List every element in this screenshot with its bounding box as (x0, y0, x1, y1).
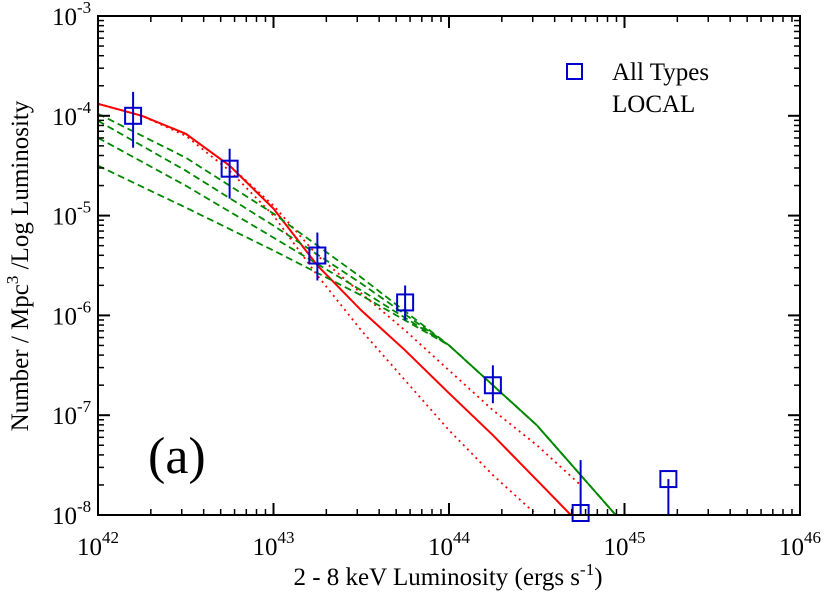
y-tick-label-exp: -4 (77, 98, 92, 117)
points-layer (124, 91, 678, 523)
x-tick-label-base: 10 (77, 534, 102, 561)
y-tick-label-exp: -8 (77, 497, 91, 516)
x-tick-label-exp: 46 (804, 528, 821, 547)
x-axis-title-sup: -1 (580, 560, 594, 579)
x-tick-label-base: 10 (253, 534, 278, 561)
data-point-square (308, 246, 327, 265)
data-point-square (483, 376, 502, 395)
x-axis-title-main: 2 - 8 keV Luminosity (ergs s (293, 564, 580, 591)
y-tick-label: 10-8 (52, 497, 91, 530)
data-point-square (220, 159, 239, 178)
model-curve-red-dotted-3 (98, 102, 539, 515)
x-tick-label-base: 10 (428, 534, 453, 561)
data-point-square (571, 504, 590, 523)
model-curve-green-dashed-6 (98, 137, 617, 515)
y-axis-title: Number / Mpc3 /Log Luminosity (3, 100, 34, 431)
y-tick-label-base: 10 (52, 403, 77, 430)
y-tick-label: 10-4 (52, 98, 92, 131)
y-tick-label-base: 10 (52, 503, 77, 530)
ticks-layer (97, 15, 801, 516)
y-tick-label-exp: -6 (77, 297, 91, 316)
x-tick-label: 1045 (604, 528, 646, 561)
series-layer (98, 102, 617, 515)
x-tick-label-exp: 44 (453, 528, 471, 547)
model-curve-green-dashed-5 (98, 120, 617, 515)
panel-label: (a) (148, 428, 206, 485)
y-tick-label: 10-3 (52, 0, 91, 31)
data-point-square (124, 106, 143, 125)
y-tick-label-base: 10 (52, 303, 77, 330)
x-axis-title: 2 - 8 keV Luminosity (ergs s-1) (293, 560, 602, 591)
y-tick-label-base: 10 (52, 104, 77, 131)
x-tick-label: 1042 (77, 528, 119, 561)
legend-marker-square (566, 63, 583, 80)
y-tick-label: 10-6 (52, 297, 91, 330)
y-tick-label-exp: -7 (77, 397, 92, 416)
x-tick-label: 1043 (253, 528, 295, 561)
y-tick-label-base: 10 (52, 204, 77, 231)
legend-entry-all-types: All Types (612, 59, 709, 86)
x-tick-label-base: 10 (779, 534, 804, 561)
data-point-square (659, 470, 678, 489)
y-tick-label-exp: -5 (77, 198, 91, 217)
x-tick-label-exp: 43 (278, 528, 295, 547)
y-tick-label-exp: -3 (77, 0, 91, 17)
x-tick-label: 1044 (428, 528, 471, 561)
y-axis-title-main: Number / Mpc (7, 284, 34, 431)
y-axis-title-sup: 3 (3, 276, 22, 285)
model-curve-red-dotted-2 (98, 102, 582, 486)
x-tick-label-base: 10 (604, 534, 629, 561)
y-axis-title-end: /Log Luminosity (7, 100, 34, 276)
tick-labels-layer: 1042 1043 1044 1045 104610-810-710-610-510-4… (52, 0, 821, 561)
x-tick-label-exp: 42 (102, 528, 119, 547)
legend-entry-local: LOCAL (612, 91, 695, 118)
y-tick-label: 10-5 (52, 198, 91, 231)
legend: All Types LOCAL (566, 59, 709, 118)
x-tick-label-exp: 45 (629, 528, 646, 547)
y-tick-label: 10-7 (52, 397, 92, 430)
data-point-square (396, 293, 415, 312)
x-tick-label: 1046 (779, 528, 821, 561)
y-tick-label-base: 10 (52, 4, 77, 31)
model-curve-green-dashed-4 (98, 112, 617, 515)
x-axis-title-end: ) (594, 564, 602, 591)
